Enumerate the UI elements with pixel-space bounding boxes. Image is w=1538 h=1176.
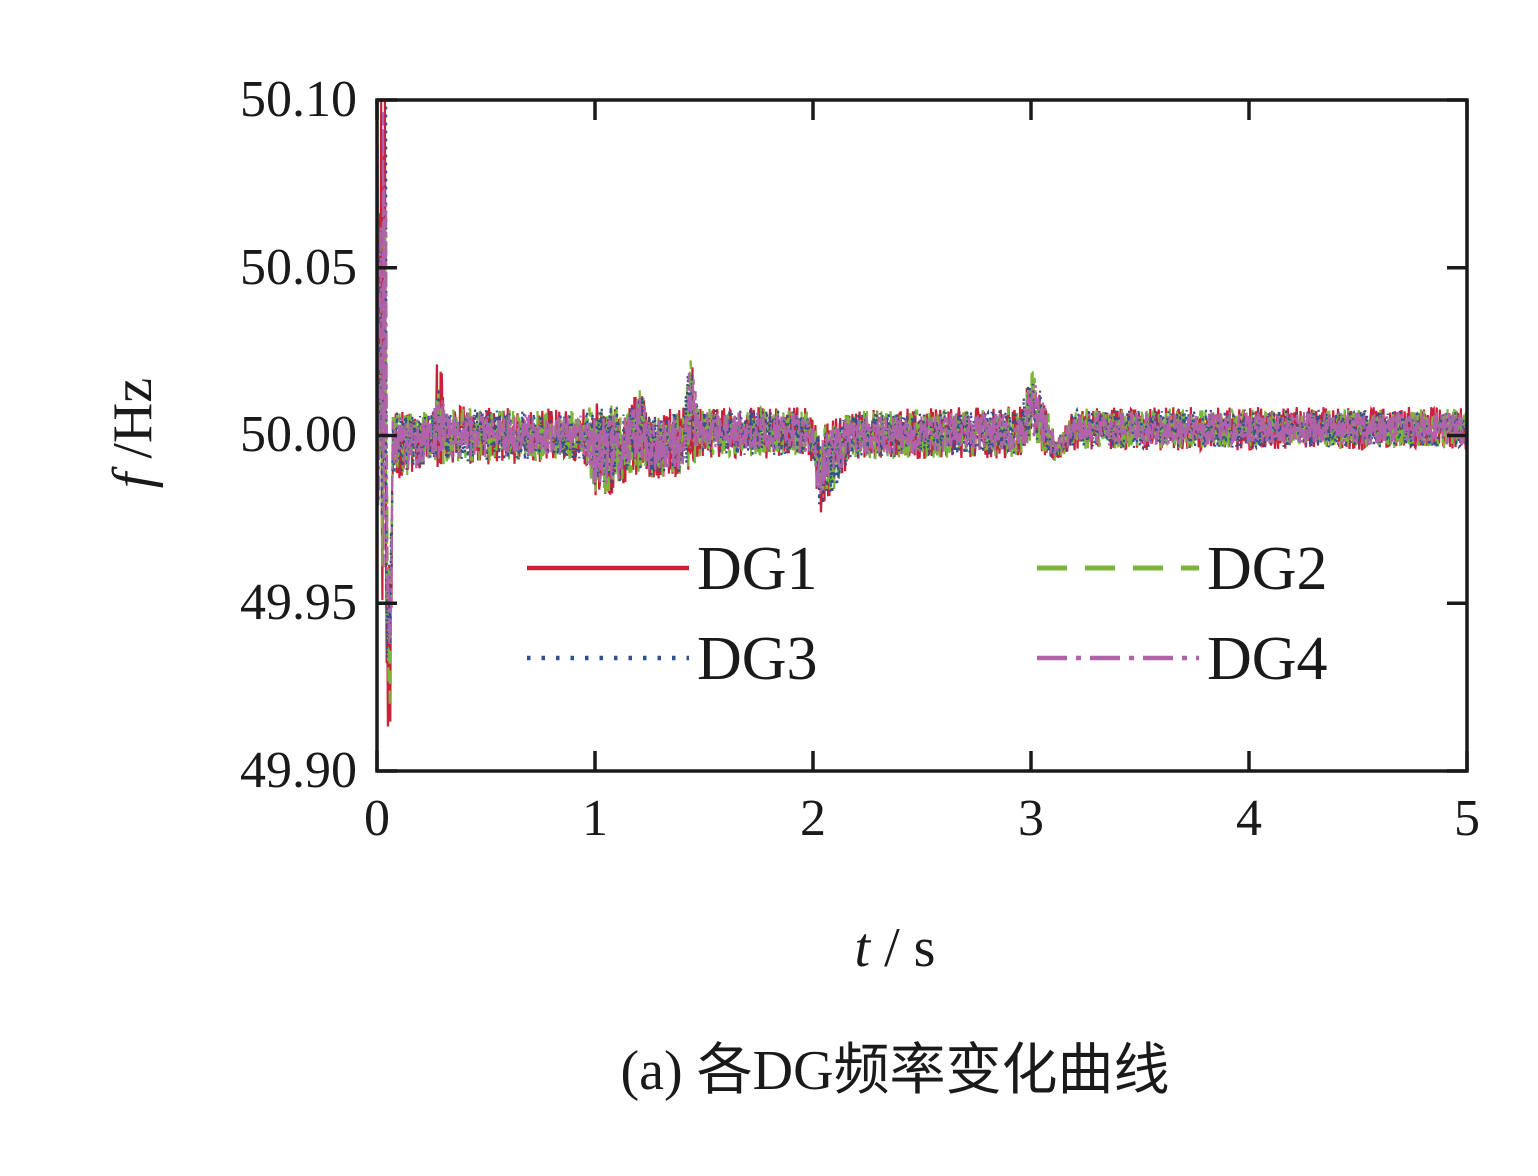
y-axis-symbol: f xyxy=(102,472,164,489)
legend-label-dg4: DG4 xyxy=(1207,625,1328,693)
legend-label-dg3: DG3 xyxy=(697,625,818,693)
legend-line-dg4 xyxy=(1037,655,1199,661)
ytick-label-50-05: 50.05 xyxy=(240,239,357,296)
legend-label-dg1: DG1 xyxy=(697,535,818,603)
series-trace-dg4 xyxy=(377,112,1467,644)
legend-line-dg3 xyxy=(527,655,689,661)
ytick-label-49-95: 49.95 xyxy=(240,574,357,631)
ytick-label-49-90: 49.90 xyxy=(240,742,357,799)
legend-label-dg2: DG2 xyxy=(1207,535,1328,603)
xtick-label-5: 5 xyxy=(1454,790,1480,847)
ytick-label-50-10: 50.10 xyxy=(240,71,357,128)
xtick-label-3: 3 xyxy=(1018,790,1044,847)
y-axis-title: f /Hz xyxy=(102,283,164,583)
series-trace-dg2 xyxy=(377,100,1467,708)
figure-caption: (a) 各DG频率变化曲线 xyxy=(620,1040,1170,1102)
xtick-label-0: 0 xyxy=(364,790,390,847)
xtick-label-2: 2 xyxy=(800,790,826,847)
legend-line-dg2 xyxy=(1037,565,1199,571)
x-axis-unit: / s xyxy=(870,917,936,979)
plot-frame xyxy=(375,98,1469,773)
x-axis-symbol: t xyxy=(854,917,871,979)
xtick-label-4: 4 xyxy=(1236,790,1262,847)
y-axis-unit: /Hz xyxy=(102,377,164,473)
xtick-label-1: 1 xyxy=(582,790,608,847)
legend-line-dg1 xyxy=(527,565,689,571)
x-axis-title: t / s xyxy=(330,916,1460,980)
ytick-label-50-00: 50.00 xyxy=(240,406,357,463)
